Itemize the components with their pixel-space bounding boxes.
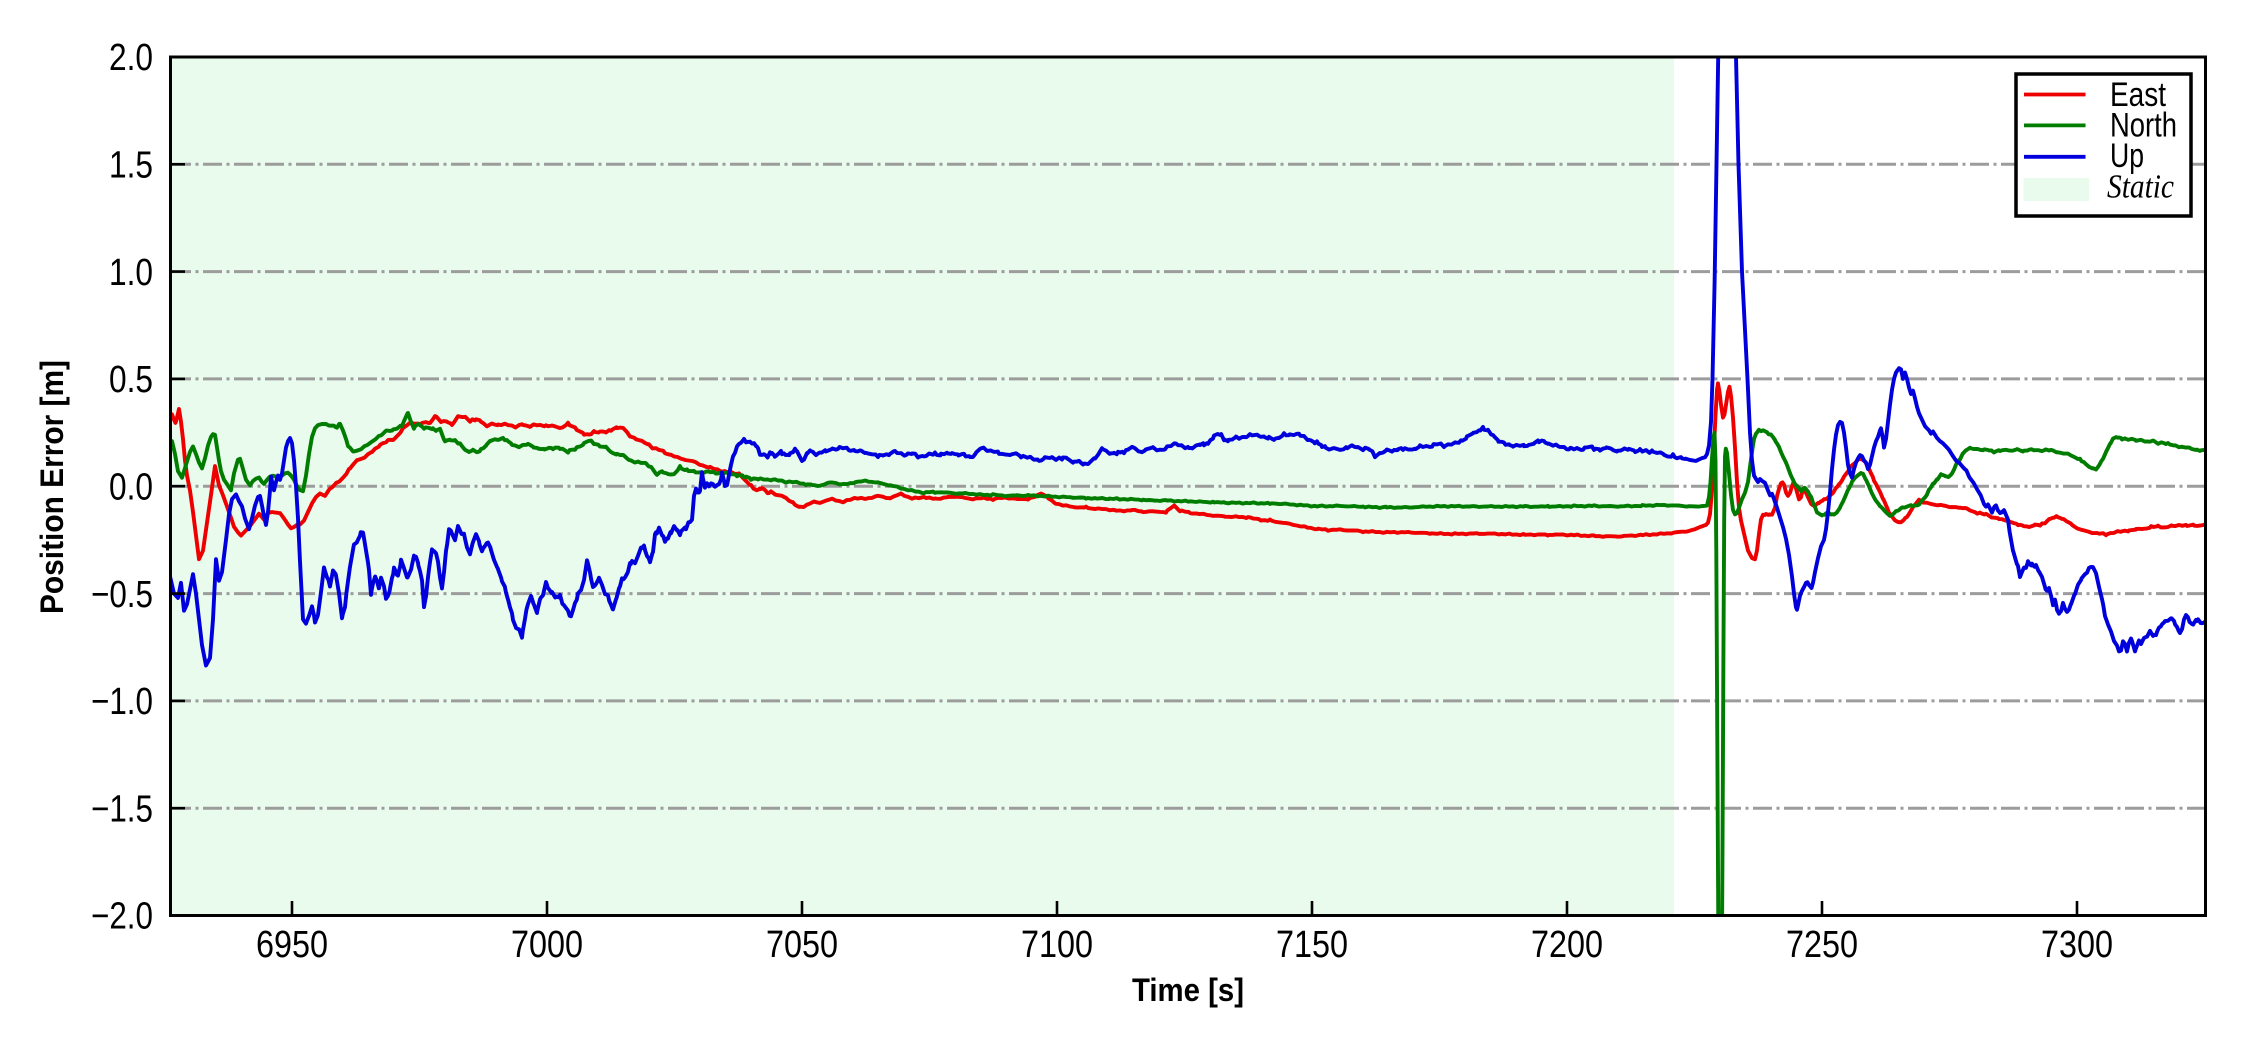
svg-text:North: North: [2110, 107, 2177, 145]
svg-text:Static: Static: [2107, 169, 2174, 206]
svg-text:7250: 7250: [1786, 924, 1858, 966]
svg-text:Time [s]: Time [s]: [1132, 972, 1244, 1008]
svg-text:−0.5: −0.5: [91, 574, 153, 616]
svg-text:7150: 7150: [1276, 924, 1348, 966]
svg-text:0.0: 0.0: [109, 466, 153, 508]
svg-text:7000: 7000: [511, 924, 583, 966]
svg-text:Position Error [m]: Position Error [m]: [34, 360, 70, 614]
svg-text:1.5: 1.5: [109, 145, 153, 187]
svg-text:−1.0: −1.0: [91, 681, 153, 723]
svg-text:1.0: 1.0: [109, 252, 153, 294]
svg-text:−1.5: −1.5: [91, 788, 153, 830]
svg-text:2.0: 2.0: [109, 37, 153, 79]
svg-text:−2.0: −2.0: [91, 896, 153, 938]
svg-text:East: East: [2110, 76, 2166, 114]
svg-text:Up: Up: [2110, 137, 2144, 175]
svg-text:7300: 7300: [2041, 924, 2113, 966]
svg-text:7100: 7100: [1021, 924, 1093, 966]
svg-text:0.5: 0.5: [109, 359, 153, 401]
svg-text:7200: 7200: [1531, 924, 1603, 966]
svg-text:7050: 7050: [766, 924, 838, 966]
svg-text:6950: 6950: [256, 924, 328, 966]
